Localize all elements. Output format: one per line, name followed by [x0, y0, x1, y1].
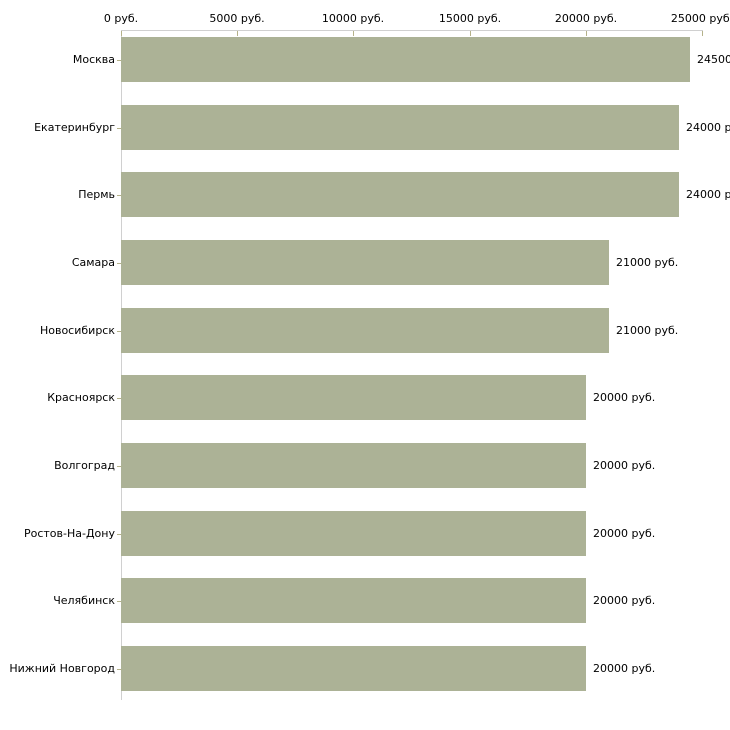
category-label: Самара: [71, 256, 115, 269]
row-tick-mark: [117, 60, 121, 61]
category-label: Нижний Новгород: [9, 662, 115, 675]
value-label: 21000 руб.: [616, 256, 679, 269]
x-tick-label: 5000 руб.: [209, 12, 265, 25]
value-label: 20000 руб.: [593, 527, 656, 540]
x-tick-mark: [121, 31, 122, 36]
value-label: 20000 руб.: [593, 594, 656, 607]
category-label: Пермь: [78, 188, 115, 201]
row-tick-mark: [117, 128, 121, 129]
x-tick-label: 20000 руб.: [554, 12, 618, 25]
bar: [121, 308, 609, 353]
category-label: Челябинск: [53, 594, 115, 607]
value-label: 20000 руб.: [593, 391, 656, 404]
bar: [121, 646, 586, 691]
row-tick-mark: [117, 534, 121, 535]
row-tick-mark: [117, 669, 121, 670]
x-tick-mark: [586, 31, 587, 36]
bar: [121, 511, 586, 556]
x-tick-mark: [353, 31, 354, 36]
x-tick-label: 25000 руб.: [670, 12, 730, 25]
value-label: 24500 руб.: [697, 53, 730, 66]
bar: [121, 105, 679, 150]
x-axis-line: [121, 30, 703, 31]
y-axis-line: [121, 30, 122, 700]
x-tick-label: 15000 руб.: [438, 12, 502, 25]
value-label: 20000 руб.: [593, 662, 656, 675]
bar: [121, 37, 690, 82]
x-tick-label: 0 руб.: [103, 12, 139, 25]
bar: [121, 443, 586, 488]
bar: [121, 240, 609, 285]
category-label: Новосибирск: [39, 324, 115, 337]
value-label: 24000 руб.: [686, 121, 730, 134]
category-label: Екатеринбург: [34, 121, 115, 134]
x-tick-mark: [702, 31, 703, 36]
row-tick-mark: [117, 601, 121, 602]
bar: [121, 578, 586, 623]
bar: [121, 375, 586, 420]
row-tick-mark: [117, 331, 121, 332]
category-label: Ростов-На-Дону: [23, 527, 115, 540]
value-label: 24000 руб.: [686, 188, 730, 201]
value-label: 20000 руб.: [593, 459, 656, 472]
x-tick-label: 10000 руб.: [321, 12, 385, 25]
category-label: Москва: [72, 53, 115, 66]
x-tick-mark: [237, 31, 238, 36]
row-tick-mark: [117, 466, 121, 467]
row-tick-mark: [117, 398, 121, 399]
category-label: Красноярск: [47, 391, 115, 404]
bar: [121, 172, 679, 217]
x-tick-mark: [470, 31, 471, 36]
value-label: 21000 руб.: [616, 324, 679, 337]
row-tick-mark: [117, 263, 121, 264]
category-label: Волгоград: [54, 459, 115, 472]
row-tick-mark: [117, 195, 121, 196]
